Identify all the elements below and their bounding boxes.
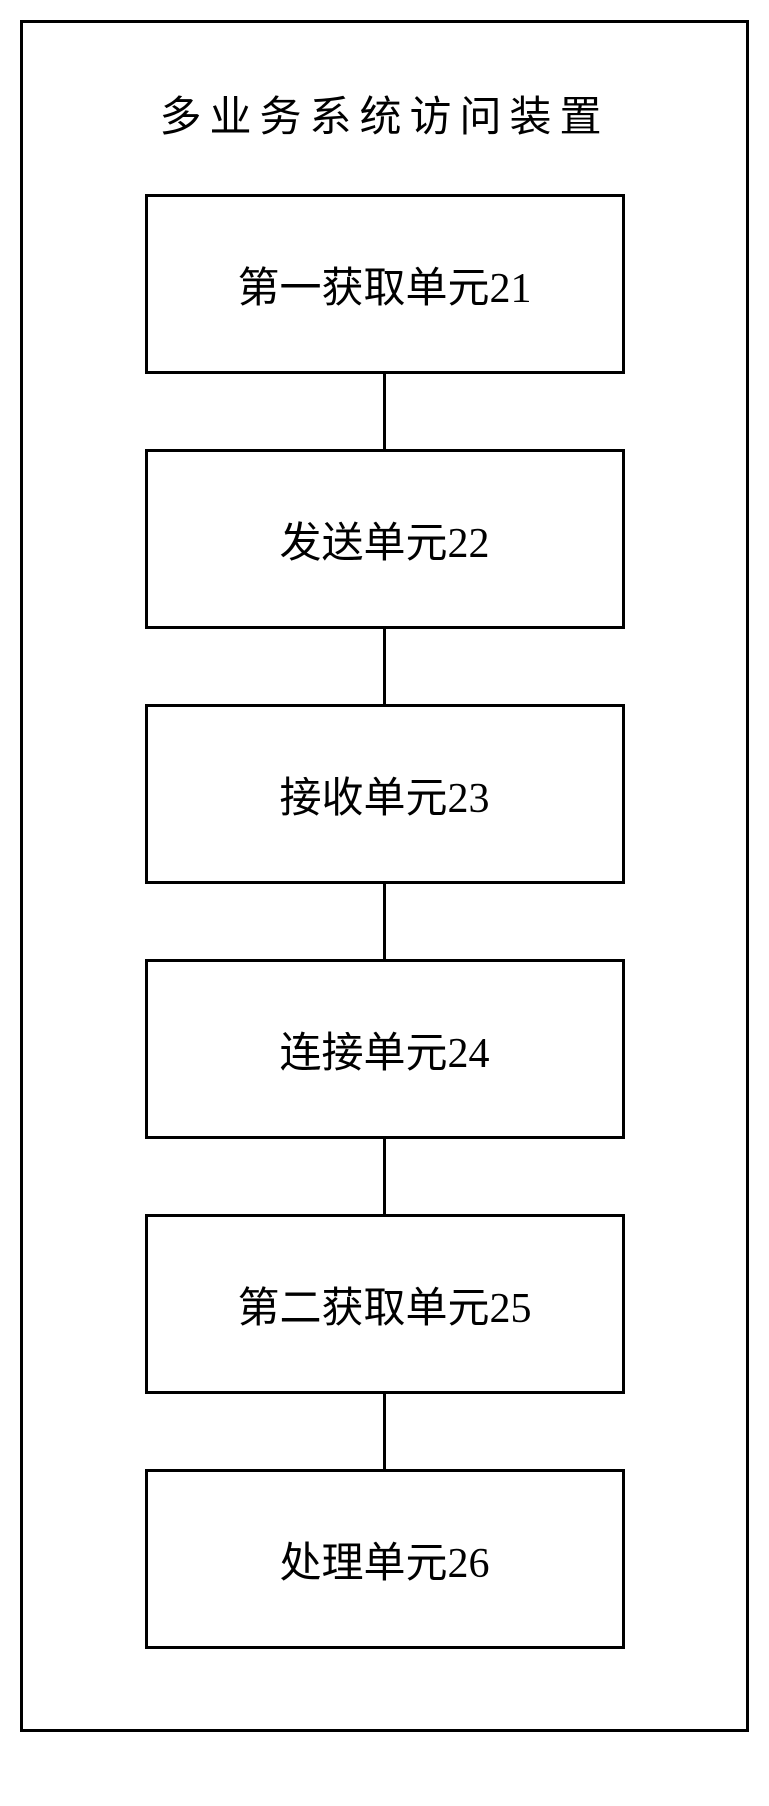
flow-connector [383, 1394, 386, 1469]
flow-node-24: 连接单元24 [145, 959, 625, 1139]
flow-node-22: 发送单元22 [145, 449, 625, 629]
flow-node-label: 第一获取单元21 [237, 254, 531, 315]
flow-container: 第一获取单元21 发送单元22 接收单元23 连接单元24 第二获取单元25 处… [83, 194, 686, 1649]
flow-node-26: 处理单元26 [145, 1469, 625, 1649]
flow-connector [383, 1139, 386, 1214]
diagram-container: 多业务系统访问装置 第一获取单元21 发送单元22 接收单元23 连接单元24 … [20, 20, 749, 1732]
diagram-title: 多业务系统访问装置 [159, 83, 609, 144]
flow-node-21: 第一获取单元21 [145, 194, 625, 374]
flow-connector [383, 374, 386, 449]
flow-connector [383, 629, 386, 704]
flow-node-label: 发送单元22 [279, 509, 489, 570]
flow-node-25: 第二获取单元25 [145, 1214, 625, 1394]
flow-connector [383, 884, 386, 959]
flow-node-label: 接收单元23 [279, 764, 489, 825]
flow-node-label: 第二获取单元25 [237, 1274, 531, 1335]
flow-node-23: 接收单元23 [145, 704, 625, 884]
flow-node-label: 连接单元24 [279, 1019, 489, 1080]
flow-node-label: 处理单元26 [279, 1529, 489, 1590]
